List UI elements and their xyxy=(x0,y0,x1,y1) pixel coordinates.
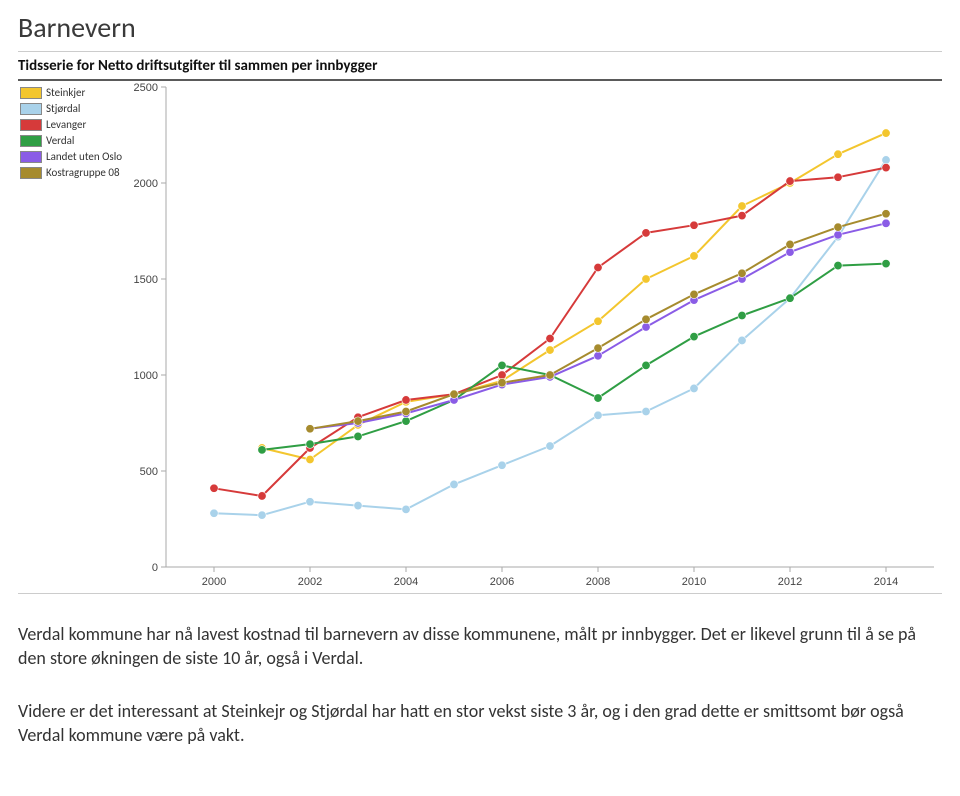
legend-swatch xyxy=(20,151,42,163)
svg-text:1000: 1000 xyxy=(134,370,158,382)
body-paragraph-1: Verdal kommune har nå lavest kostnad til… xyxy=(18,622,928,671)
chart-plot-area: 0 500 1000 1500 2000 2500 2000 2002 2004 2006 2008… xyxy=(122,81,942,593)
legend-label: Verdal xyxy=(46,133,74,149)
legend-swatch xyxy=(20,87,42,99)
svg-text:2500: 2500 xyxy=(134,82,158,94)
legend-item: Steinkjer xyxy=(20,85,122,101)
chart-title: Tidsserie for Netto driftsutgifter til s… xyxy=(18,57,377,75)
legend-label: Stjørdal xyxy=(46,101,80,117)
svg-text:2000: 2000 xyxy=(202,576,226,588)
svg-text:2006: 2006 xyxy=(490,576,514,588)
chart-titlebar: Tidsserie for Netto driftsutgifter til s… xyxy=(18,52,942,81)
svg-text:2014: 2014 xyxy=(874,576,898,588)
svg-text:2008: 2008 xyxy=(586,576,610,588)
svg-text:2000: 2000 xyxy=(134,178,158,190)
svg-text:1500: 1500 xyxy=(134,274,158,286)
legend-label: Landet uten Oslo xyxy=(46,149,122,165)
legend-item: Verdal xyxy=(20,133,122,149)
legend-item: Kostragruppe 08 xyxy=(20,165,122,181)
page-title: Barnevern xyxy=(18,10,942,45)
svg-text:2002: 2002 xyxy=(298,576,322,588)
svg-text:0: 0 xyxy=(152,562,158,574)
legend-swatch xyxy=(20,135,42,147)
legend-label: Kostragruppe 08 xyxy=(46,165,120,181)
svg-text:2012: 2012 xyxy=(778,576,802,588)
svg-text:2004: 2004 xyxy=(394,576,418,588)
body-paragraph-2: Videre er det interessant at Steinkejr o… xyxy=(18,699,928,748)
legend-item: Landet uten Oslo xyxy=(20,149,122,165)
legend-label: Steinkjer xyxy=(46,85,85,101)
chart-body: SteinkjerStjørdalLevangerVerdalLandet ut… xyxy=(18,81,942,593)
chart-card: Tidsserie for Netto driftsutgifter til s… xyxy=(18,51,942,594)
chart-svg: 0 500 1000 1500 2000 2500 2000 2002 2004 2006 2008… xyxy=(122,81,940,593)
legend-swatch xyxy=(20,167,42,179)
svg-text:2010: 2010 xyxy=(682,576,706,588)
svg-text:500: 500 xyxy=(140,466,158,478)
legend-item: Levanger xyxy=(20,117,122,133)
legend-label: Levanger xyxy=(46,117,86,133)
legend-swatch xyxy=(20,119,42,131)
legend-swatch xyxy=(20,103,42,115)
chart-legend: SteinkjerStjørdalLevangerVerdalLandet ut… xyxy=(18,81,122,593)
legend-item: Stjørdal xyxy=(20,101,122,117)
